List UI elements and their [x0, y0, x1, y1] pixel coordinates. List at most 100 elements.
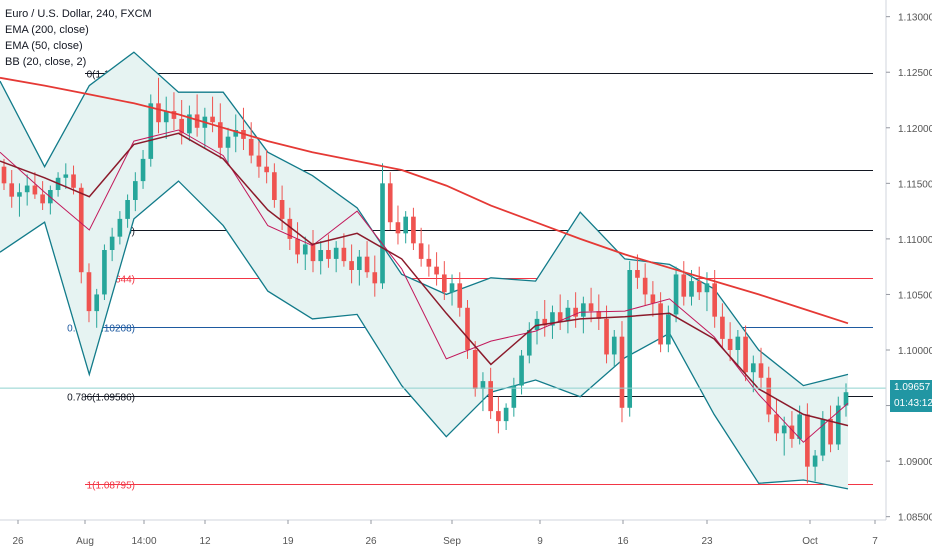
candle	[781, 416, 787, 456]
candle	[418, 227, 424, 267]
candle	[604, 305, 609, 364]
candle	[341, 233, 347, 267]
price-tick-label: 1.10500	[898, 290, 932, 301]
candle	[9, 170, 15, 208]
candle	[441, 261, 447, 300]
candle	[133, 172, 138, 212]
candle-body	[766, 377, 772, 415]
candle	[295, 222, 300, 264]
candle-body	[125, 200, 130, 219]
candle	[465, 300, 470, 359]
candle-body	[658, 303, 663, 345]
candle-body	[217, 122, 223, 148]
candle-body	[797, 414, 802, 439]
candle	[171, 92, 177, 130]
candle	[488, 367, 493, 419]
candle	[581, 296, 586, 334]
candle-body	[248, 138, 254, 156]
time-tick-label: 26	[12, 536, 24, 547]
countdown-tag: 01:43:12	[890, 396, 932, 413]
candle	[94, 288, 100, 328]
candle	[272, 163, 277, 208]
candle-body	[372, 272, 378, 284]
candle-body	[194, 114, 200, 128]
candle-body	[341, 247, 347, 262]
candle	[102, 244, 107, 300]
candle	[210, 96, 215, 133]
candle	[542, 300, 548, 337]
candle	[403, 211, 409, 244]
time-tick-label: 23	[701, 536, 713, 547]
candle-body	[9, 183, 15, 197]
candle-body	[140, 158, 146, 182]
candle-body	[71, 174, 76, 188]
candle	[279, 185, 285, 230]
candle	[534, 311, 540, 345]
candle-body	[272, 172, 277, 200]
candle-body	[781, 425, 787, 434]
candle-body	[387, 183, 393, 223]
candle	[619, 321, 625, 423]
legend-bb: BB (20, close, 2)	[5, 56, 87, 68]
time-tick-label: 19	[282, 536, 294, 547]
candle-body	[117, 218, 123, 237]
candle	[17, 183, 22, 217]
candle	[148, 94, 154, 167]
candle-body	[488, 381, 493, 412]
price-tick-label: 1.08500	[898, 513, 932, 524]
candle-body	[163, 111, 169, 123]
candle	[179, 100, 184, 145]
price-tick-label: 1.12000	[898, 124, 932, 135]
candle	[233, 114, 239, 153]
candle	[496, 396, 501, 434]
candle	[78, 183, 84, 284]
candle	[349, 244, 354, 284]
candle	[156, 77, 161, 134]
candle	[125, 194, 130, 228]
time-tick-label: Sep	[443, 536, 461, 547]
time-tick-label: 14:00	[131, 536, 156, 547]
candle-body	[86, 272, 92, 312]
price-axis[interactable]: 1.13000 1.12500 1.12000 1.11500 1.11000 1.105…	[885, 0, 932, 524]
candle-body	[434, 266, 439, 275]
candle-body	[750, 363, 756, 373]
candle-body	[63, 174, 69, 178]
candle	[32, 172, 38, 199]
candle-body	[650, 294, 656, 304]
candle-body	[256, 155, 262, 167]
candle-body	[32, 185, 38, 195]
candle	[774, 398, 779, 442]
candle-body	[805, 414, 810, 467]
candle	[735, 330, 741, 367]
candle	[727, 322, 733, 362]
candle-body	[24, 185, 30, 193]
time-tick-label: 12	[199, 536, 211, 547]
last-price-tag: 1.09657	[890, 380, 932, 397]
candle-body	[565, 307, 571, 322]
fib-level-label: 1(1.08795)	[87, 481, 135, 492]
candle	[372, 255, 378, 297]
candle-body	[357, 256, 362, 270]
candle	[720, 303, 725, 348]
candle	[287, 207, 293, 250]
candle-body	[835, 405, 841, 445]
candle-body	[550, 312, 555, 326]
time-axis[interactable]: 26 Aug 14:00 12 19 26 Sep 9 16 23 Oct 7	[0, 519, 886, 547]
candle	[588, 287, 594, 323]
candle-body	[534, 318, 540, 330]
candle-body	[604, 318, 609, 355]
legend-title: Euro / U.S. Dollar, 240, FXCM	[5, 8, 152, 20]
candle-body	[619, 336, 625, 408]
candle-body	[542, 318, 548, 326]
candle-body	[758, 363, 764, 378]
candle	[357, 250, 362, 286]
price-tick-label: 1.09000	[898, 457, 932, 468]
candle	[658, 292, 663, 353]
candle	[387, 172, 393, 230]
candle	[225, 127, 231, 166]
candle-body	[843, 392, 849, 406]
candle-body	[557, 312, 563, 322]
candle	[843, 383, 849, 417]
candle-body	[480, 381, 486, 389]
